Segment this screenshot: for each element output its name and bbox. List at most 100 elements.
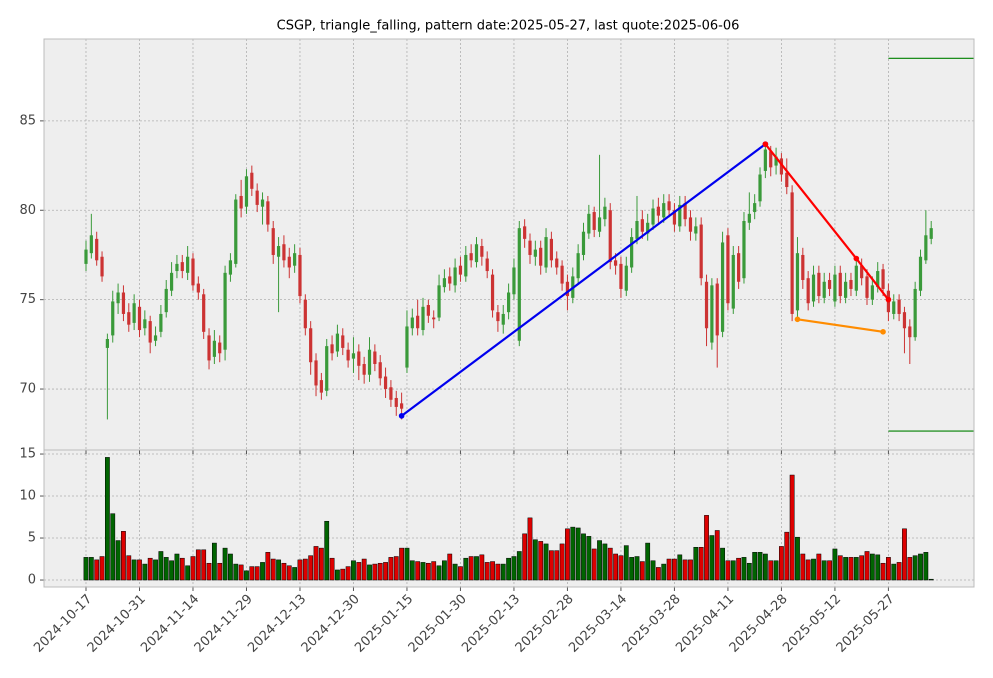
y-tick-label: 0 [28,573,36,588]
volume-bar [827,560,832,581]
candle-body [105,338,109,348]
candle-body [785,172,789,188]
candle-body [651,208,655,225]
volume-bar [174,553,180,581]
volume-bar [495,563,501,581]
candle-body [603,206,607,220]
volume-bar [677,554,683,581]
candle-body [207,335,211,361]
volume-bar [281,562,287,581]
candle-body [763,149,767,171]
volume-bar [843,557,849,581]
volume-bar [923,552,929,581]
candle-body [153,335,158,341]
candle-body [458,265,463,275]
candle-body [143,319,147,329]
volume-bar [94,559,100,581]
candle-body [860,265,864,279]
candle-body [533,249,537,257]
volume-bar [527,517,533,581]
volume-bar [292,567,298,581]
volume-bar [297,559,303,581]
candle-body [405,326,409,368]
candle-body [667,201,671,211]
volume-bar [575,527,581,581]
candle-body [704,281,709,329]
candle-body [506,292,511,313]
volume-bar [436,565,442,581]
candle-body [646,222,650,234]
volume-bar [228,553,233,581]
volume-bar [532,539,538,581]
candle-body [737,253,741,282]
volume-bar [318,547,324,581]
candle-body [544,237,548,268]
candle-body [84,249,88,264]
volume-bar [286,565,292,581]
volume-bar [490,561,495,581]
volume-bar [383,562,388,581]
volume-bar [672,558,677,581]
volume-bar [773,560,779,581]
candle-body [421,306,425,331]
y-tick-label: 70 [19,382,36,397]
candle-body [630,237,634,268]
candle-body [319,380,323,393]
candle-body [608,210,612,263]
volume-bar [655,567,661,581]
volume-bar [661,563,667,581]
candle-body [908,326,912,338]
candle-body [881,269,885,289]
volume-bar [345,566,351,581]
candle-body [266,201,270,225]
volume-bar [99,556,105,581]
candle-body [271,228,275,255]
volume-bar [586,536,592,581]
volume-bar [276,559,281,581]
volume-bar [736,557,742,581]
volume-bar [805,559,811,581]
candle-body [587,213,591,234]
pattern-point [880,329,886,335]
candle-body [827,279,832,289]
volume-bar [907,557,913,581]
volume-bar [308,555,314,581]
candle-body [662,203,666,218]
volume-bar [821,560,827,581]
candle-body [437,285,441,318]
candle-body [212,340,216,357]
volume-bar [147,557,153,581]
volume-bar [425,562,431,581]
candle-body [448,276,452,284]
volume-bar [479,554,485,581]
candle-body [244,176,249,207]
volume-bar [516,551,522,581]
volume-bar [549,550,554,581]
volume-bar [249,566,255,581]
candle-body [817,272,821,297]
volume-bar [554,550,560,581]
candle-body [822,281,826,298]
volume-bar [222,547,228,581]
volume-bar [88,557,94,581]
volume-bar [591,548,597,581]
volume-bar [869,553,875,581]
volume-bar [329,557,335,581]
candle-body [416,315,420,329]
volume-bar [121,531,126,581]
pattern-point [794,316,801,323]
y-tick-label: 5 [28,531,36,546]
y-tick-label: 80 [19,203,36,218]
volume-bar [351,560,356,581]
volume-bar [629,557,635,581]
candle-body [865,276,869,298]
candle-body [196,283,200,293]
volume-bar [886,557,891,581]
volume-bar [158,551,164,581]
volume-bar [704,515,709,581]
candle-body [640,219,644,232]
candle-body [597,217,602,232]
volume-bar [864,551,870,581]
candle-body [918,256,923,291]
